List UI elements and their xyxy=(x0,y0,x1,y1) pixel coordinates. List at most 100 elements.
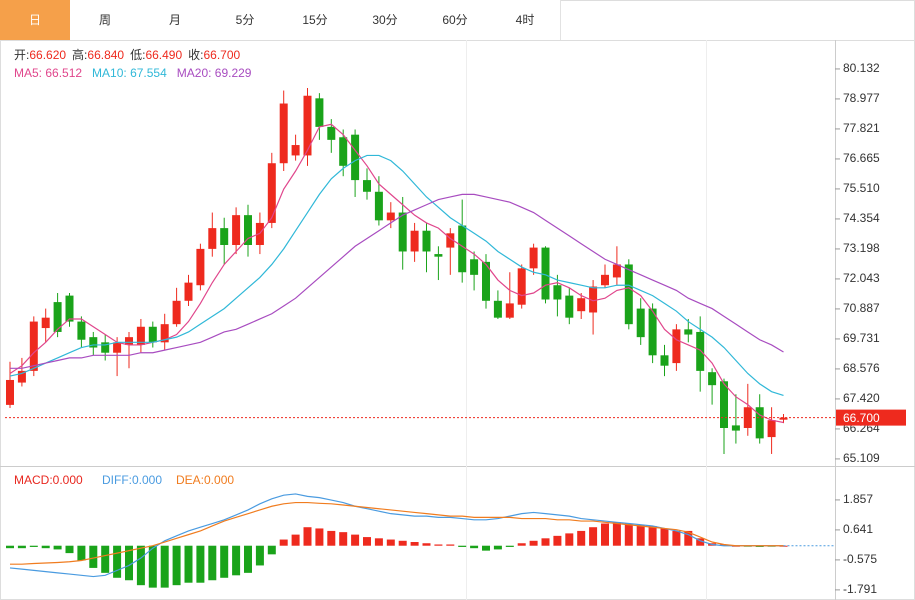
candle-body xyxy=(672,329,681,364)
macd-bar xyxy=(65,545,74,554)
candle-body xyxy=(53,302,62,332)
candle-body xyxy=(125,337,133,345)
tab-label[interactable]: 周 xyxy=(99,13,111,27)
y-tick-label: 78.977 xyxy=(843,91,880,105)
macd-bar xyxy=(636,524,645,546)
macd-bar xyxy=(553,535,562,546)
macd-bar xyxy=(196,545,205,583)
legend-label: 低: xyxy=(130,48,145,62)
candle-body xyxy=(29,321,38,371)
candle-body xyxy=(89,337,98,348)
y-tick-label: 1.857 xyxy=(843,492,873,506)
macd-bar xyxy=(434,544,443,546)
candle-body xyxy=(374,191,383,221)
macd-bar xyxy=(244,545,252,573)
candle-body xyxy=(291,145,300,156)
y-tick-label: 80.132 xyxy=(843,61,880,75)
candle-body xyxy=(458,225,467,273)
y-tick-label: 77.821 xyxy=(843,121,880,135)
tab-label[interactable]: 15分 xyxy=(302,13,327,27)
candle-body xyxy=(208,228,217,249)
candle-body xyxy=(720,381,728,428)
candle-body xyxy=(6,379,14,405)
macd-bar xyxy=(53,545,62,550)
ma-line xyxy=(9,123,784,424)
macd-bar xyxy=(696,538,705,546)
legend-label: 开: xyxy=(14,48,29,62)
ma-line xyxy=(10,193,784,369)
candle-body xyxy=(660,355,669,366)
y-tick-label: -0.575 xyxy=(843,552,877,566)
candle-body xyxy=(303,95,312,156)
y-tick-label: 69.731 xyxy=(843,331,880,345)
tab-label[interactable]: 月 xyxy=(169,13,181,27)
tab[interactable] xyxy=(140,0,210,40)
macd-bar xyxy=(684,530,693,546)
macd-bar xyxy=(648,525,657,546)
legend-value: 66.700 xyxy=(203,48,240,62)
candle-body xyxy=(422,230,431,252)
candle-body xyxy=(743,407,752,428)
tab[interactable] xyxy=(0,0,70,40)
macd-bar xyxy=(374,538,383,546)
candle-body xyxy=(517,268,526,305)
candle-body xyxy=(386,212,395,221)
ma-legend: MA5: 66.512 xyxy=(14,66,82,80)
candle-body xyxy=(17,370,26,383)
y-tick-label: 73.198 xyxy=(843,241,880,255)
tab[interactable] xyxy=(70,0,140,40)
y-tick-label: 0.641 xyxy=(843,522,873,536)
candle-body xyxy=(279,103,288,164)
macd-bar xyxy=(410,542,419,546)
macd-bar xyxy=(505,545,514,547)
legend-value: 66.840 xyxy=(87,48,124,62)
candle-body xyxy=(65,295,74,322)
candle-body xyxy=(565,295,574,318)
macd-line xyxy=(9,493,784,578)
candle-body xyxy=(148,326,157,343)
tab[interactable] xyxy=(490,0,560,40)
macd-bar xyxy=(279,539,288,546)
candle-body xyxy=(244,215,252,245)
tab[interactable] xyxy=(280,0,350,40)
macd-bar xyxy=(351,534,360,546)
candle-body xyxy=(601,274,609,286)
tab[interactable] xyxy=(420,0,490,40)
macd-legend: MACD:0.000 xyxy=(14,473,83,487)
candle-body xyxy=(541,247,550,300)
macd-bar xyxy=(363,537,371,546)
candle-body xyxy=(767,420,776,438)
macd-bar xyxy=(529,540,538,546)
macd-bar xyxy=(17,545,26,549)
macd-line xyxy=(10,501,784,565)
candle-body xyxy=(648,308,657,356)
tab-label[interactable]: 4时 xyxy=(516,13,535,27)
tab[interactable] xyxy=(350,0,420,40)
macd-bar xyxy=(482,545,490,551)
candle-body xyxy=(339,137,348,166)
macd-bar xyxy=(446,544,455,546)
tab-label[interactable]: 30分 xyxy=(372,13,397,27)
tab[interactable] xyxy=(210,0,280,40)
tab-label[interactable]: 日 xyxy=(29,13,41,27)
y-tick-label: 74.354 xyxy=(843,211,880,225)
y-tick-label: 70.887 xyxy=(843,301,880,315)
tab-label[interactable]: 5分 xyxy=(236,13,255,27)
macd-bar xyxy=(291,534,300,546)
candle-body xyxy=(41,317,50,329)
candle-body xyxy=(410,230,419,252)
macd-bar xyxy=(125,545,133,581)
macd-bar xyxy=(327,530,336,546)
candle-body xyxy=(589,286,598,313)
candle-body xyxy=(505,303,514,318)
macd-bar xyxy=(422,543,431,546)
macd-bar xyxy=(624,523,633,546)
macd-bar xyxy=(232,545,241,576)
candle-body xyxy=(232,215,241,245)
macd-bar xyxy=(255,545,264,566)
macd-legend: DIFF:0.000 xyxy=(102,473,162,487)
tab-label[interactable]: 60分 xyxy=(442,13,467,27)
macd-bar xyxy=(612,522,621,546)
macd-bar xyxy=(517,543,526,546)
